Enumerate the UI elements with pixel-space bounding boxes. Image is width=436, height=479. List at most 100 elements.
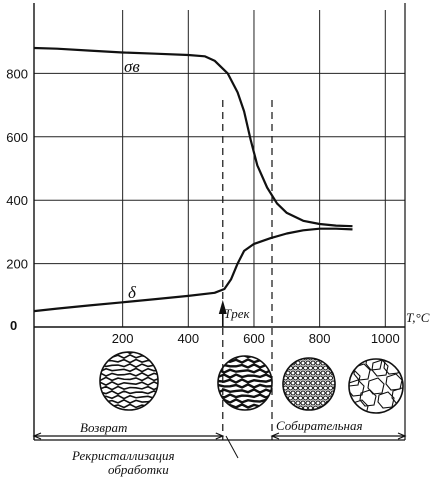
fine-grain: [295, 380, 301, 386]
fine-grain: [313, 395, 318, 401]
fine-grain: [298, 395, 303, 401]
fine-grain: [293, 385, 298, 391]
fine-grain: [295, 400, 301, 406]
fine-grain: [290, 380, 296, 386]
fine-grain: [290, 370, 296, 376]
fine-grain: [285, 390, 291, 396]
delta-curve: [33, 227, 353, 313]
fine-grain: [279, 356, 283, 360]
zero-tick-label: 0: [10, 318, 17, 333]
fiber-line: [218, 388, 272, 394]
fine-grain: [300, 400, 306, 406]
x-tick-label: 200: [112, 331, 134, 346]
fine-grain: [288, 395, 293, 401]
series-group: [33, 46, 353, 327]
fine-grain: [308, 395, 313, 401]
x-tick-label: 600: [243, 331, 265, 346]
fiber-line: [100, 371, 158, 377]
fine-grain: [283, 380, 286, 386]
fine-grain: [315, 360, 321, 366]
fiber-line: [218, 403, 272, 409]
fiber-line: [218, 393, 272, 399]
fiber-line: [100, 381, 158, 386]
fine-grain: [308, 405, 313, 410]
fine-grain: [315, 370, 321, 376]
sobir-region-arrow-right-head: [397, 432, 407, 440]
fine-grain: [293, 375, 298, 381]
fiber-line: [100, 376, 158, 382]
fine-grain: [313, 358, 318, 361]
coarse-grain: [349, 379, 365, 397]
fine-grain: [330, 400, 335, 406]
fine-grain: [305, 370, 311, 376]
fiber-line: [218, 358, 272, 364]
fine-grain: [279, 366, 283, 370]
fiber-line: [100, 354, 158, 359]
fine-grain: [330, 360, 335, 366]
fine-grain: [295, 390, 301, 396]
fine-grain: [323, 358, 328, 361]
fine-grain: [305, 400, 311, 406]
coarse-grain: [383, 359, 401, 375]
fine-grain: [283, 360, 286, 366]
fine-grain: [295, 370, 301, 376]
fine-grain: [308, 375, 313, 381]
fiber-line: [218, 383, 272, 389]
fine-grain: [330, 380, 335, 386]
tick-labels: 200 400 600 800 1000 200 400 600 800: [6, 66, 399, 346]
y-tick-label: 600: [6, 130, 28, 145]
fiber-line: [218, 378, 272, 384]
fine-grain: [318, 385, 323, 391]
vozvrat-region-arrow-left-head: [32, 432, 42, 440]
x-tick-label: 1000: [371, 331, 400, 346]
fine-grain: [279, 376, 283, 380]
structure-panel: [32, 100, 407, 459]
fine-grain: [305, 380, 311, 386]
fine-grain: [328, 358, 333, 361]
fine-grain: [310, 360, 316, 366]
rekryst-label: Рекристаллизация: [71, 448, 175, 463]
fine-grain: [313, 375, 318, 381]
fine-grain: [293, 395, 298, 401]
coarse-grain: [385, 373, 403, 391]
fine-grain: [285, 380, 291, 386]
plot-frame: [33, 3, 406, 441]
fiber-line: [100, 390, 158, 395]
fine-grain: [298, 385, 303, 391]
fine-grain: [293, 358, 298, 361]
vozvrat-label: Возврат: [80, 420, 127, 435]
fine-grain: [303, 385, 308, 391]
fine-grain: [320, 370, 326, 376]
fine-grain: [283, 358, 288, 361]
fine-grain: [323, 365, 328, 371]
fine-grain: [283, 405, 288, 410]
fine-grain: [303, 365, 308, 371]
vozvrat-region-arrow-right-head: [215, 432, 225, 440]
fiber-line: [100, 363, 158, 368]
fine-grain: [308, 358, 313, 361]
fine-grain: [333, 395, 335, 401]
fine-grain: [325, 380, 331, 386]
fine-grain: [300, 370, 306, 376]
fine-grain: [288, 405, 293, 410]
fine-grain: [318, 395, 323, 401]
x-tick-label: 800: [309, 331, 331, 346]
fine-grain: [313, 385, 318, 391]
grid: [34, 10, 405, 327]
fine-grain: [325, 370, 331, 376]
sigma-label: σв: [124, 57, 140, 76]
fine-grain: [288, 375, 293, 381]
y-tick-label: 800: [6, 66, 28, 81]
sobir-label: Собирательная: [276, 418, 363, 433]
fine-grain: [283, 400, 286, 406]
fine-grain: [315, 400, 321, 406]
y-tick-label: 400: [6, 193, 28, 208]
fine-grain: [305, 390, 311, 396]
fine-grain: [300, 360, 306, 366]
fine-grain: [303, 405, 308, 410]
fine-grain: [323, 375, 328, 381]
coarse-grain: [367, 377, 385, 395]
fiber-line: [100, 367, 158, 373]
